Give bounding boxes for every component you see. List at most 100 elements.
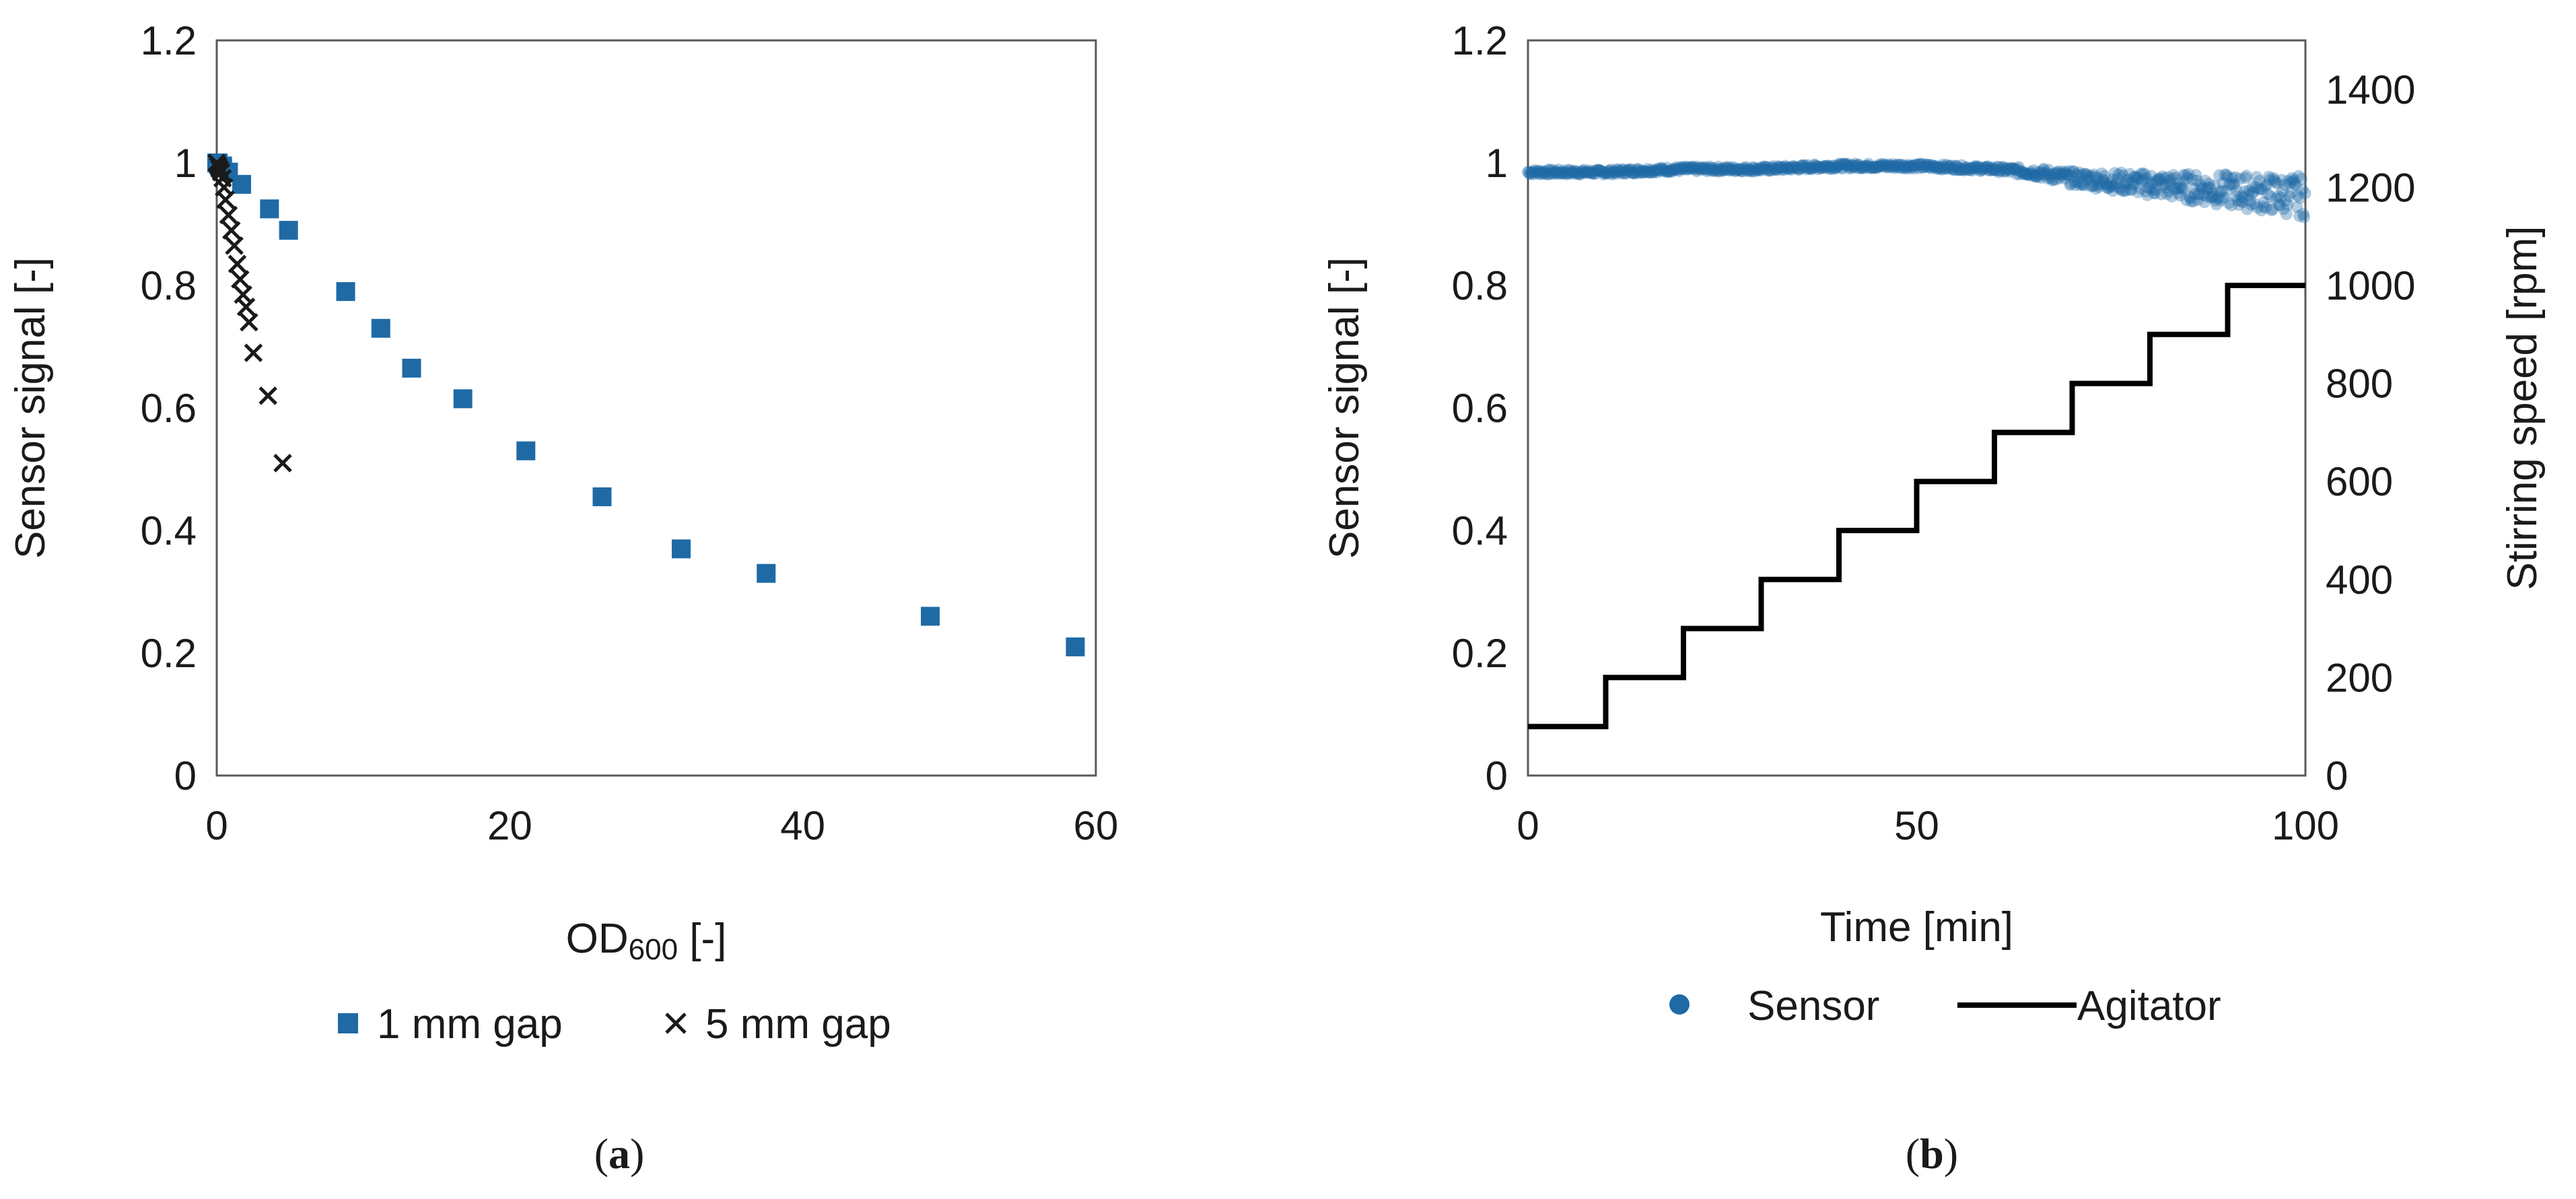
sensor-point	[2180, 169, 2192, 182]
sensor-point	[1766, 162, 1779, 174]
legend-1mm-marker	[338, 1013, 358, 1033]
sensor-point	[1854, 161, 1867, 174]
sensor-point	[2148, 186, 2161, 199]
sensor-point	[1974, 164, 1987, 177]
sensor-point	[2270, 193, 2283, 205]
sensor-point	[1665, 166, 1678, 178]
sensor-point	[2160, 178, 2173, 191]
sensor-point	[1883, 161, 1895, 174]
sensor-point	[2185, 195, 2198, 207]
sensor-point	[2030, 170, 2043, 182]
sensor-point	[2237, 191, 2250, 204]
sensor-point	[1522, 166, 1534, 178]
sensor-point	[2284, 176, 2297, 189]
sensor-point	[1573, 168, 1586, 180]
sensor-point	[1908, 162, 1920, 175]
sensor-point	[1718, 162, 1731, 174]
sensor-point	[1992, 160, 2005, 173]
sensor-point	[1525, 167, 1537, 180]
sensor-point	[1976, 163, 1988, 176]
sensor-point	[1823, 162, 1836, 175]
sensor-point	[1709, 162, 1722, 175]
sensor-point	[1710, 164, 1722, 176]
sensor-point	[2110, 177, 2123, 190]
sensor-point	[1960, 161, 1973, 174]
sensor-point	[1572, 166, 1585, 179]
sensor-point	[1697, 163, 1710, 176]
sensor-point	[2033, 168, 2046, 181]
sensor-point	[1986, 161, 1999, 174]
b-y2-ticks: 0 200 400 600 800 1000 1200 1400	[2326, 67, 2415, 798]
sensor-point	[2055, 169, 2068, 182]
sensor-point	[2164, 178, 2177, 191]
sensor-point	[1830, 162, 1842, 174]
sensor-point	[1759, 163, 1772, 176]
sensor-point	[2033, 167, 2046, 180]
panel-b: 00.20.40.60.811.2 0200400600800100012001…	[1321, 18, 2546, 1177]
sensor-point	[1956, 164, 1969, 176]
sensor-point	[1596, 166, 1609, 178]
a-x-ticks: 0 20 40 60	[205, 803, 1118, 848]
sensor-point	[2093, 180, 2105, 193]
sensor-point	[2217, 191, 2230, 204]
sensor-point	[1552, 164, 1565, 176]
sensor-point	[2277, 203, 2290, 215]
sensor-point	[1996, 162, 2009, 174]
sensor-point	[2132, 172, 2145, 185]
sensor-point	[1769, 163, 1782, 176]
sensor-point	[2178, 174, 2191, 187]
sensor-point	[2001, 164, 2014, 176]
sensor-point	[2098, 170, 2111, 182]
sensor-point	[2210, 198, 2223, 211]
sensor-point	[1745, 164, 1758, 177]
sensor-point	[1905, 160, 1918, 172]
sensor-point	[1972, 160, 1984, 173]
sensor-point	[2152, 172, 2165, 185]
sensor-point	[2293, 209, 2306, 222]
sensor-point	[2126, 176, 2139, 189]
sensor-point	[1584, 166, 1597, 179]
sensor-point	[1984, 164, 1996, 177]
data-point-1mm-gap	[921, 607, 940, 626]
b-y-tick-label: 1	[1486, 141, 1508, 186]
sensor-point	[1885, 160, 1898, 172]
sensor-point	[1750, 164, 1763, 176]
sensor-point	[2107, 184, 2120, 197]
sensor-point	[1593, 164, 1605, 176]
sensor-point	[1615, 167, 1628, 180]
b-y2-axis-label: Stirring speed [rpm]	[2499, 226, 2546, 590]
sensor-point	[2043, 168, 2056, 180]
sensor-point	[1984, 162, 1997, 174]
sensor-point	[1844, 159, 1857, 172]
sensor-point	[2292, 170, 2305, 182]
sensor-point	[1856, 162, 1869, 174]
b-x-axis-label: Time [min]	[1820, 904, 2013, 951]
sensor-point	[1634, 164, 1646, 177]
sensor-point	[1963, 162, 1976, 174]
sensor-point	[2173, 189, 2186, 202]
sensor-point	[2056, 167, 2069, 180]
sensor-point	[1708, 164, 1721, 177]
sensor-point	[2079, 168, 2092, 181]
sensor-point	[1747, 162, 1760, 174]
sensor-point	[1634, 166, 1647, 179]
sensor-point	[2029, 170, 2042, 183]
series-sensor-points	[1522, 157, 2311, 224]
b-y-axis-label: Sensor signal [-]	[1321, 257, 1368, 559]
sensor-point	[2285, 186, 2297, 199]
sensor-point	[1968, 161, 1981, 174]
sensor-point	[1858, 161, 1871, 174]
sensor-point	[2134, 168, 2147, 180]
sensor-point	[1749, 162, 1762, 175]
sensor-point	[2122, 178, 2135, 191]
sensor-point	[2183, 190, 2196, 203]
b-y2-tick-label: 200	[2326, 655, 2393, 700]
a-caption-letter: a	[608, 1130, 630, 1177]
sensor-point	[2134, 182, 2147, 195]
sensor-point	[1753, 162, 1766, 174]
sensor-point	[1733, 163, 1745, 176]
sensor-point	[1743, 164, 1755, 177]
sensor-point	[1929, 160, 1942, 172]
sensor-point	[1614, 166, 1627, 178]
sensor-point	[2269, 176, 2282, 189]
